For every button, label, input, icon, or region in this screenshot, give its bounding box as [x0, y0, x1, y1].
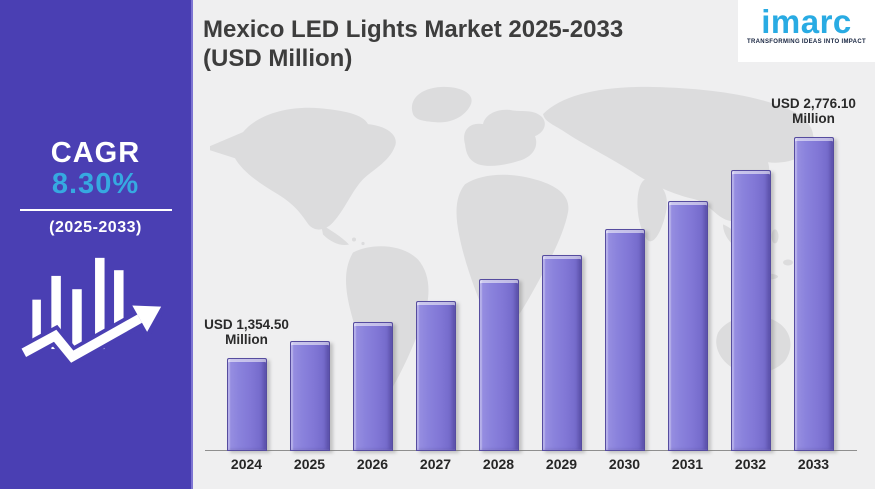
bar-2031: [667, 201, 708, 451]
x-axis-label-2026: 2026: [356, 456, 389, 472]
bar-slot-2032: 2032: [719, 79, 782, 472]
bar-chart: 2024 2025 2026 2027 2028 2029 2030 2031 2032 2033…: [204, 79, 856, 472]
bar-slot-2027: 2027: [404, 79, 467, 472]
bar-slot-2026: 2026: [341, 79, 404, 472]
x-axis-label-2025: 2025: [293, 456, 326, 472]
x-axis-label-2031: 2031: [671, 456, 704, 472]
cagr-value: 8.30%: [51, 168, 140, 201]
bar-2033: [793, 137, 834, 451]
bar-slot-2029: 2029: [530, 79, 593, 472]
page-title: Mexico LED Lights Market 2025-2033 (USD …: [203, 16, 703, 74]
x-axis-label-2029: 2029: [545, 456, 578, 472]
bar-slot-2030: 2030: [593, 79, 656, 472]
bar-slot-2025: 2025: [278, 79, 341, 472]
bar-2024: [226, 358, 267, 451]
bar-2025: [289, 341, 330, 451]
x-axis-label-2033: 2033: [797, 456, 830, 472]
cagr-sidebar: CAGR 8.30% (2025-2033): [0, 0, 193, 489]
bar-2027: [415, 301, 456, 451]
divider: [19, 209, 172, 212]
bar-slot-2024: 2024: [215, 79, 278, 472]
x-axis-label-2032: 2032: [734, 456, 767, 472]
bar-2032: [730, 170, 771, 451]
bar-slot-2033: 2033: [782, 79, 845, 472]
cagr-label: CAGR: [50, 137, 141, 169]
bar-slot-2031: 2031: [656, 79, 719, 472]
value-label-2024: USD 1,354.50 Million: [204, 317, 289, 347]
value-label-2033: USD 2,776.10 Million: [771, 96, 856, 126]
imarc-logo-wordmark: imarc: [761, 3, 852, 40]
x-axis-label-2024: 2024: [230, 456, 263, 472]
bar-2029: [541, 255, 582, 451]
x-axis-label-2028: 2028: [482, 456, 515, 472]
x-axis-line: [205, 450, 857, 451]
imarc-logo: imarc TRANSFORMING IDEAS INTO IMPACT: [738, 0, 875, 62]
imarc-logo-tagline: TRANSFORMING IDEAS INTO IMPACT: [746, 39, 866, 46]
bar-2030: [604, 229, 645, 451]
bar-slot-2028: 2028: [467, 79, 530, 472]
chart-panel: Mexico LED Lights Market 2025-2033 (USD …: [193, 0, 875, 489]
growth-chart-arrow-icon: [19, 258, 169, 368]
page-title-line2: (USD Million): [203, 44, 353, 72]
bar-2026: [352, 322, 393, 451]
x-axis-label-2027: 2027: [419, 456, 452, 472]
cagr-period: (2025-2033): [49, 219, 142, 237]
x-axis-label-2030: 2030: [608, 456, 641, 472]
page-title-line1: Mexico LED Lights Market 2025-2033: [203, 16, 624, 43]
bars: 2024 2025 2026 2027 2028 2029 2030 2031 2032 2033: [215, 79, 845, 472]
bar-2028: [478, 279, 519, 451]
